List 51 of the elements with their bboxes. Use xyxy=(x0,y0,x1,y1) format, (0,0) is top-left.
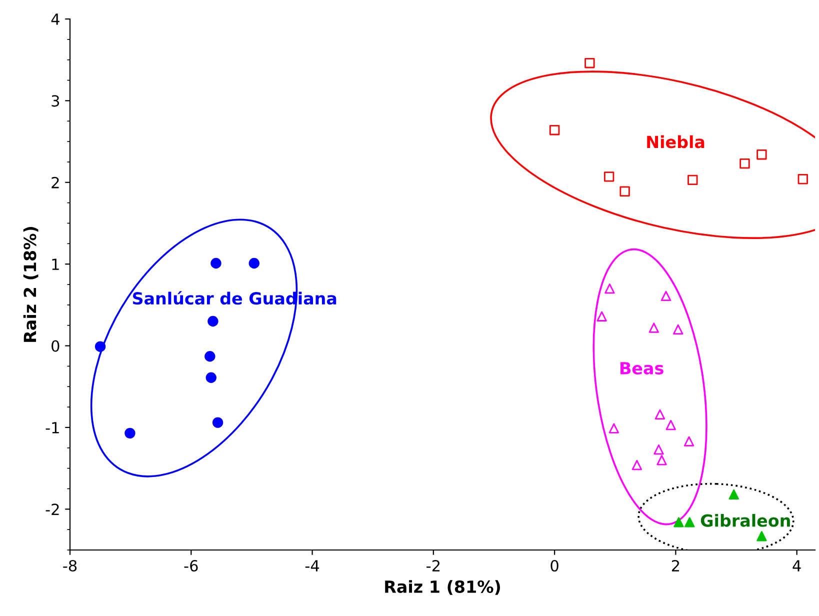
x-tick-label: 2 xyxy=(672,560,680,572)
y-tick-label: 0 xyxy=(52,340,60,352)
point xyxy=(549,125,560,136)
point xyxy=(728,489,739,500)
point xyxy=(604,284,615,294)
point xyxy=(654,444,664,455)
point xyxy=(666,420,676,430)
x-tick-label: -4 xyxy=(305,560,320,572)
y-tick-label: 4 xyxy=(51,14,60,25)
series-label: Gibraleon xyxy=(700,514,790,527)
y-tick-label: 3 xyxy=(52,95,60,107)
point xyxy=(798,174,808,184)
x-axis-title: Raiz 1 (81%) xyxy=(385,580,500,595)
point xyxy=(674,517,684,528)
point xyxy=(208,316,218,327)
point xyxy=(248,258,260,269)
point xyxy=(94,341,106,352)
point xyxy=(206,372,216,383)
y-tick-label: 1 xyxy=(52,258,59,270)
series-label: Beas xyxy=(620,362,664,374)
point xyxy=(740,158,750,169)
point xyxy=(584,58,595,68)
x-tick-label: -2 xyxy=(426,560,440,572)
point xyxy=(608,423,619,434)
x-tick-label: -6 xyxy=(184,560,198,572)
point xyxy=(124,428,136,439)
point xyxy=(660,290,672,302)
point xyxy=(688,174,698,186)
x-tick-label: 0 xyxy=(550,560,558,572)
point xyxy=(632,460,642,470)
point xyxy=(756,531,767,542)
point xyxy=(656,455,667,466)
x-tick-label: 4 xyxy=(792,560,801,572)
point xyxy=(654,409,666,420)
y-axis-title: Raiz 2 (18%) xyxy=(23,227,38,342)
point xyxy=(756,150,767,160)
point xyxy=(204,351,216,362)
x-tick-label: -8 xyxy=(63,560,77,572)
point xyxy=(684,436,694,446)
point xyxy=(684,517,695,528)
y-tick-label: 2 xyxy=(52,176,59,188)
y-tick-label: -1 xyxy=(46,422,59,434)
point xyxy=(673,324,684,335)
point xyxy=(596,311,607,322)
y-tick-label: -2 xyxy=(46,504,59,515)
point xyxy=(620,186,630,196)
point xyxy=(648,322,659,333)
point xyxy=(212,417,224,428)
point xyxy=(604,172,614,182)
point xyxy=(210,258,222,269)
series-label: Niebla xyxy=(647,135,704,148)
